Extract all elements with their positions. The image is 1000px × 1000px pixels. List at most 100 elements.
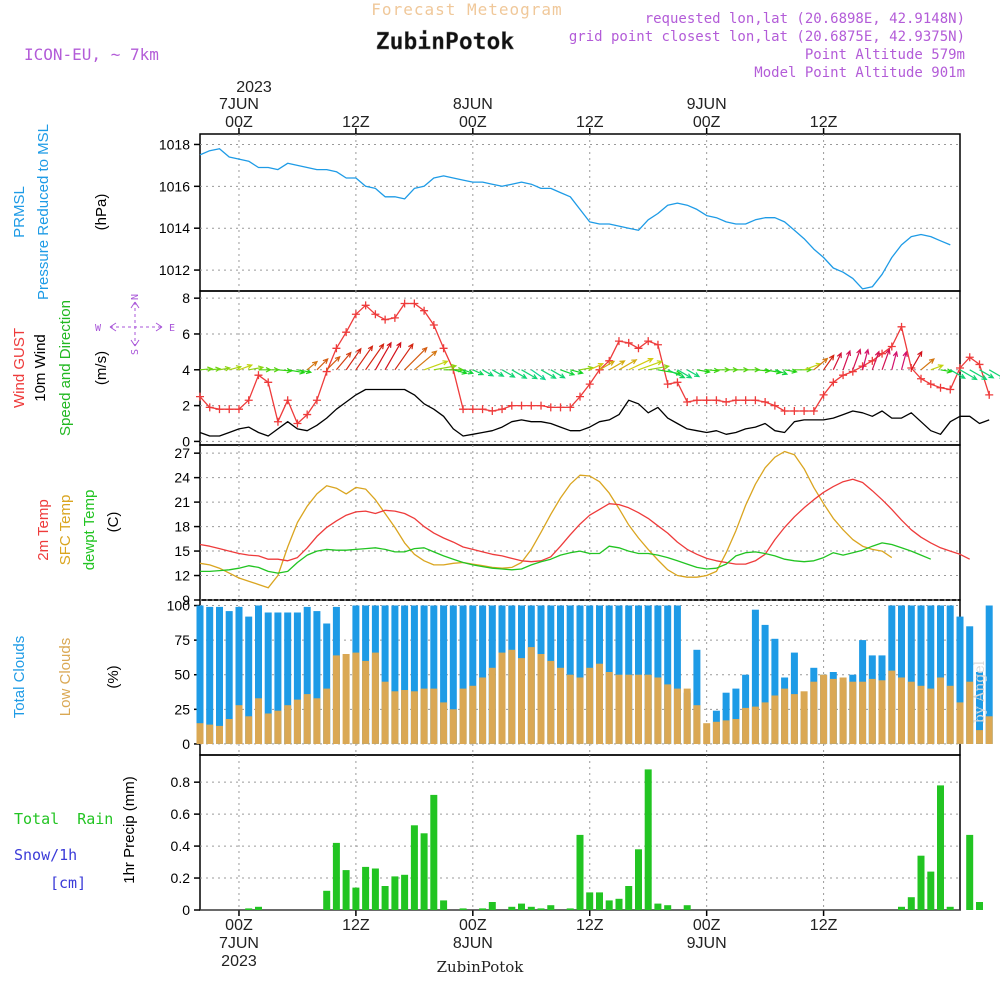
- low-clouds-bar: [284, 705, 292, 744]
- prmsl-line: [199, 148, 951, 290]
- temp-2m-label: 2m Temp: [35, 499, 52, 560]
- low-clouds-bar: [673, 688, 681, 744]
- low-clouds-bar: [712, 721, 720, 744]
- wind-gust-marker: [712, 396, 721, 405]
- total-clouds-bar: [430, 605, 438, 744]
- rain-bar: [576, 834, 584, 910]
- total-clouds-bar: [479, 605, 487, 744]
- low-clouds-bar: [742, 707, 750, 744]
- rain-bar: [440, 900, 448, 910]
- wind-direction-arrow: [423, 360, 449, 371]
- low-clouds-bar: [391, 691, 399, 744]
- wind-direction-arrow: [570, 369, 584, 375]
- pressure-unit-label: (hPa): [93, 194, 110, 231]
- rain-bar: [625, 886, 633, 910]
- total-clouds-bar: [937, 605, 944, 744]
- low-clouds-bar: [255, 698, 262, 744]
- rain-bar: [596, 892, 603, 910]
- wind-gust-marker: [244, 396, 253, 405]
- low-clouds-bar: [410, 691, 418, 744]
- low-clouds-bar: [527, 647, 535, 744]
- temp-ytick-label: 12: [174, 568, 190, 584]
- wind-10m-label: 10m Wind: [32, 334, 49, 402]
- bottom-axis-label: 9JUN: [687, 935, 727, 952]
- wind-direction-arrow: [979, 369, 995, 379]
- low-clouds-bar: [722, 720, 730, 744]
- wind-gust-marker: [683, 398, 692, 407]
- rain-bar: [966, 834, 974, 910]
- clouds-ytick-label: 75: [174, 632, 190, 648]
- low-clouds-bar: [985, 716, 993, 744]
- wind-gust-marker: [731, 396, 740, 405]
- wind-direction-arrow: [297, 368, 313, 375]
- dewpt-temp-line: [200, 542, 932, 574]
- bottom-axis-label: 2023: [221, 953, 257, 970]
- bottom-axis-label: 7JUN: [219, 935, 259, 952]
- pressure-desc-label: Pressure Reduced to MSL: [35, 124, 52, 300]
- low-clouds-bar: [518, 658, 525, 744]
- total-clouds-bar: [985, 605, 993, 744]
- wind-gust-marker: [819, 390, 828, 399]
- wind-gust-marker: [897, 322, 906, 331]
- total-clouds-bar: [245, 616, 253, 744]
- low-clouds-bar: [820, 674, 828, 744]
- low-clouds-bar: [615, 674, 623, 744]
- total-clouds-bar: [225, 611, 233, 744]
- low-clouds-bar: [888, 670, 896, 744]
- rain-bar: [245, 908, 253, 910]
- wind-direction-arrow: [949, 369, 967, 379]
- top-axis-hour-label: 12Z: [576, 114, 604, 131]
- wind-labels: Wind GUST 10m Wind Speed and Direction (…: [11, 294, 175, 436]
- wind-direction-arrow: [774, 369, 789, 376]
- compass-s: S: [130, 349, 141, 355]
- wind-ytick-label: 0: [182, 433, 190, 449]
- wind-direction-arrow: [521, 369, 539, 380]
- rain-bar: [518, 903, 525, 910]
- total-clouds-bar: [420, 605, 428, 744]
- rain-bar: [352, 887, 360, 910]
- rain-bar: [527, 906, 535, 910]
- low-clouds-bar: [829, 678, 837, 744]
- wind-direction-arrow: [560, 369, 576, 376]
- rain-bar: [332, 842, 340, 910]
- wind-gust-marker: [936, 383, 945, 392]
- wind-gust-marker: [303, 410, 312, 419]
- total-clouds-bar: [761, 624, 769, 744]
- bottom-axis-label: 00Z: [693, 917, 721, 934]
- wind-gust-marker: [293, 419, 302, 428]
- low-clouds-bar: [537, 654, 545, 744]
- wind-direction-arrow: [365, 343, 385, 371]
- rain-bar: [488, 902, 496, 910]
- wind-gust-marker: [907, 364, 916, 372]
- low-clouds-bar: [596, 663, 603, 744]
- temp-ytick-label: 27: [174, 445, 190, 461]
- low-clouds-bar: [927, 688, 935, 744]
- watermark: by Angel: [972, 660, 988, 723]
- rain-bar: [927, 871, 935, 910]
- wind-direction-arrow: [832, 351, 842, 371]
- temp-sfc-label: SFC Temp: [57, 495, 74, 566]
- rain-bar: [537, 908, 545, 910]
- low-clouds-bar: [235, 705, 243, 744]
- wind-direction-arrow: [628, 358, 654, 371]
- point-altitude: Point Altitude 579m: [805, 47, 965, 63]
- total-clouds-bar: [751, 609, 759, 744]
- wind-gust-marker: [926, 380, 935, 389]
- wind-gust-marker: [576, 392, 584, 401]
- low-clouds-bar: [917, 685, 925, 744]
- low-clouds-bar: [859, 681, 867, 744]
- clouds-plot: [196, 605, 993, 744]
- bottom-axis-label: 8JUN: [453, 935, 493, 952]
- snow-label: Snow/1h: [14, 846, 77, 864]
- temp-labels: 2m Temp SFC Temp dewpt Temp (C): [35, 490, 122, 571]
- precip-unit-label: 1hr Precip (mm): [121, 776, 138, 884]
- wind-gust-marker: [917, 374, 926, 383]
- low-clouds-label: Low Clouds: [57, 638, 74, 716]
- wind-gust-marker: [254, 371, 263, 380]
- wind-gust-marker: [439, 344, 448, 353]
- low-clouds-bar: [498, 652, 506, 744]
- precip-ytick-label: 0.6: [171, 806, 191, 822]
- wind-direction-arrow: [784, 368, 798, 374]
- pressure-panel-frame: [199, 133, 961, 292]
- wind-gust-marker: [488, 406, 497, 415]
